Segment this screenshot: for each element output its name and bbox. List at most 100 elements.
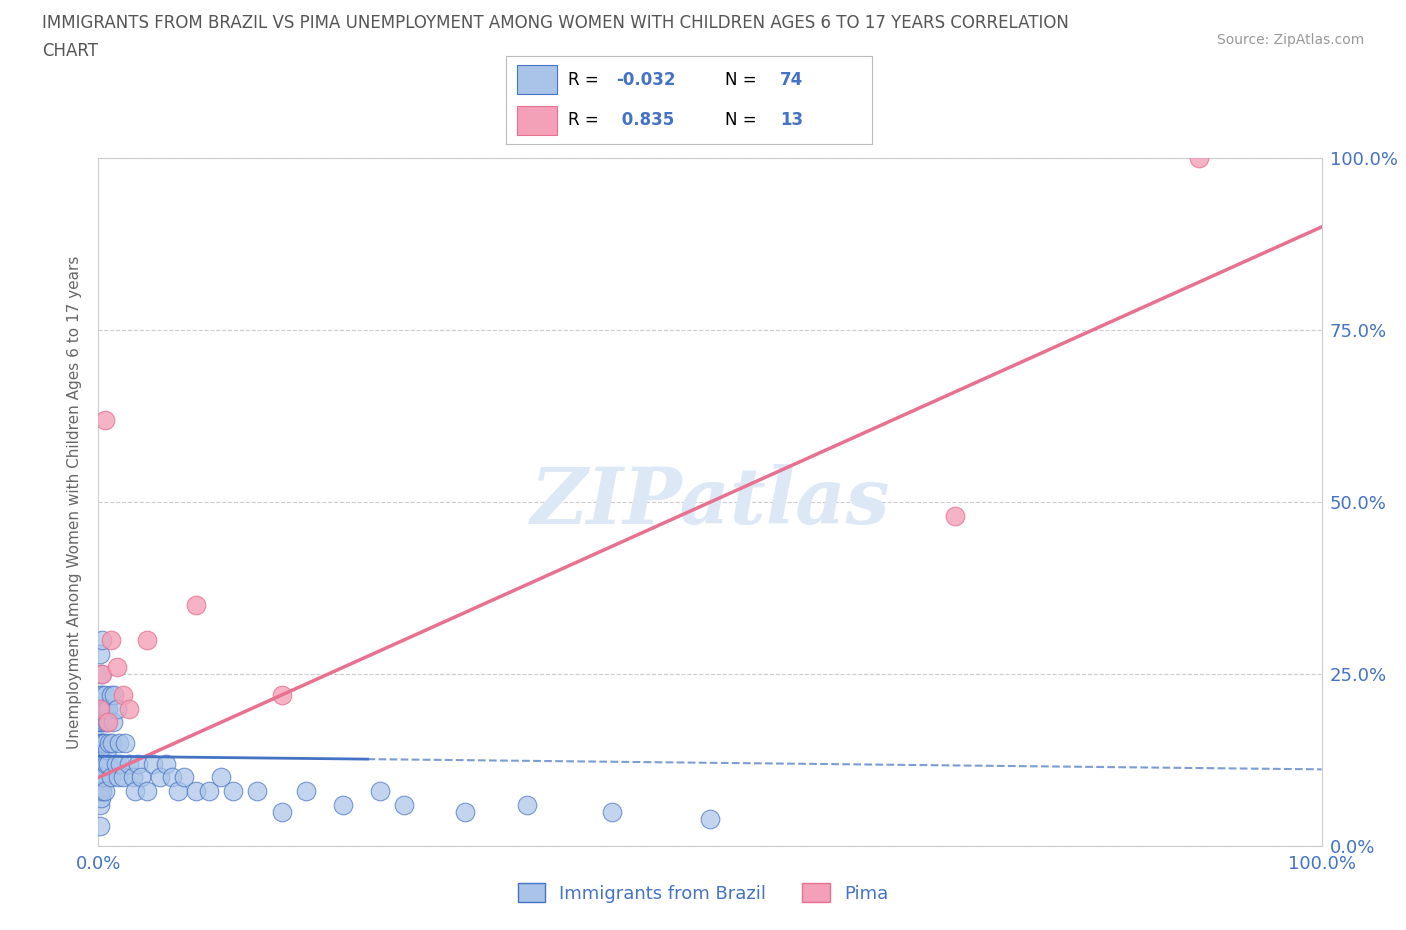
Text: Source: ZipAtlas.com: Source: ZipAtlas.com: [1216, 33, 1364, 46]
Point: [90, 715, 112, 730]
Point: [160, 770, 183, 785]
Text: ZIPatlas: ZIPatlas: [530, 464, 890, 540]
Point: [89, 701, 111, 716]
Point: [90, 701, 112, 716]
Bar: [517, 65, 557, 94]
Point: [97, 701, 120, 716]
Point: [136, 632, 159, 647]
Point: [110, 756, 132, 771]
Text: 0.835: 0.835: [616, 112, 673, 129]
Point: [103, 687, 125, 702]
Text: 74: 74: [780, 71, 804, 88]
Point: [97, 756, 120, 771]
Point: [91, 736, 114, 751]
Point: [186, 784, 208, 799]
Point: [107, 770, 129, 785]
Point: [127, 756, 149, 771]
Point: [91, 632, 114, 647]
Point: [368, 784, 391, 799]
Point: [454, 804, 477, 819]
Point: [96, 715, 118, 730]
Point: [89, 798, 111, 813]
Point: [90, 667, 112, 682]
Point: [149, 770, 172, 785]
Point: [91, 687, 114, 702]
Point: [89, 818, 111, 833]
Text: R =: R =: [568, 71, 605, 88]
Point: [392, 798, 416, 813]
Point: [91, 770, 114, 785]
Point: [105, 660, 128, 675]
Point: [600, 804, 623, 819]
Point: [89, 742, 111, 757]
Point: [93, 412, 115, 427]
Text: IMMIGRANTS FROM BRAZIL VS PIMA UNEMPLOYMENT AMONG WOMEN WITH CHILDREN AGES 6 TO : IMMIGRANTS FROM BRAZIL VS PIMA UNEMPLOYM…: [42, 14, 1069, 32]
Point: [142, 756, 165, 771]
Point: [98, 736, 121, 751]
Point: [114, 736, 136, 751]
Point: [91, 784, 114, 799]
Point: [173, 770, 195, 785]
Point: [87, 715, 110, 730]
Point: [197, 784, 219, 799]
Point: [111, 687, 134, 702]
Point: [89, 701, 111, 716]
Point: [89, 784, 111, 799]
Point: [118, 701, 141, 716]
Point: [943, 509, 966, 524]
Point: [270, 687, 294, 702]
Point: [93, 687, 115, 702]
Point: [100, 770, 122, 785]
Point: [90, 770, 112, 785]
Point: [101, 715, 124, 730]
Point: [96, 742, 118, 757]
Point: [89, 646, 111, 661]
Y-axis label: Unemployment Among Women with Children Ages 6 to 17 years: Unemployment Among Women with Children A…: [67, 256, 83, 749]
Point: [101, 736, 124, 751]
Point: [91, 701, 114, 716]
Text: N =: N =: [725, 112, 762, 129]
Point: [91, 715, 114, 730]
Point: [246, 784, 269, 799]
Point: [129, 770, 152, 785]
Point: [111, 770, 134, 785]
Point: [94, 756, 117, 771]
Point: [90, 790, 112, 805]
Point: [270, 804, 294, 819]
Text: 13: 13: [780, 112, 803, 129]
Point: [90, 736, 112, 751]
Point: [124, 784, 146, 799]
Point: [136, 784, 159, 799]
Point: [186, 598, 208, 613]
Point: [295, 784, 318, 799]
Point: [105, 701, 128, 716]
Point: [167, 784, 190, 799]
Point: [89, 756, 111, 771]
Point: [108, 736, 131, 751]
Point: [1188, 151, 1211, 166]
Point: [209, 770, 232, 785]
Point: [118, 756, 141, 771]
Point: [100, 632, 122, 647]
Point: [699, 811, 721, 826]
Point: [332, 798, 354, 813]
Point: [515, 798, 537, 813]
Point: [94, 701, 117, 716]
Point: [222, 784, 245, 799]
Point: [104, 756, 127, 771]
Point: [93, 784, 115, 799]
Bar: [517, 106, 557, 136]
Text: N =: N =: [725, 71, 762, 88]
Point: [100, 687, 122, 702]
Point: [155, 756, 177, 771]
Text: -0.032: -0.032: [616, 71, 675, 88]
Point: [91, 736, 114, 751]
Legend: Immigrants from Brazil, Pima: Immigrants from Brazil, Pima: [509, 874, 897, 911]
Point: [89, 736, 111, 751]
Text: R =: R =: [568, 112, 605, 129]
Point: [89, 687, 111, 702]
Point: [89, 770, 111, 785]
Text: CHART: CHART: [42, 42, 98, 60]
Point: [93, 715, 115, 730]
Point: [93, 736, 115, 751]
